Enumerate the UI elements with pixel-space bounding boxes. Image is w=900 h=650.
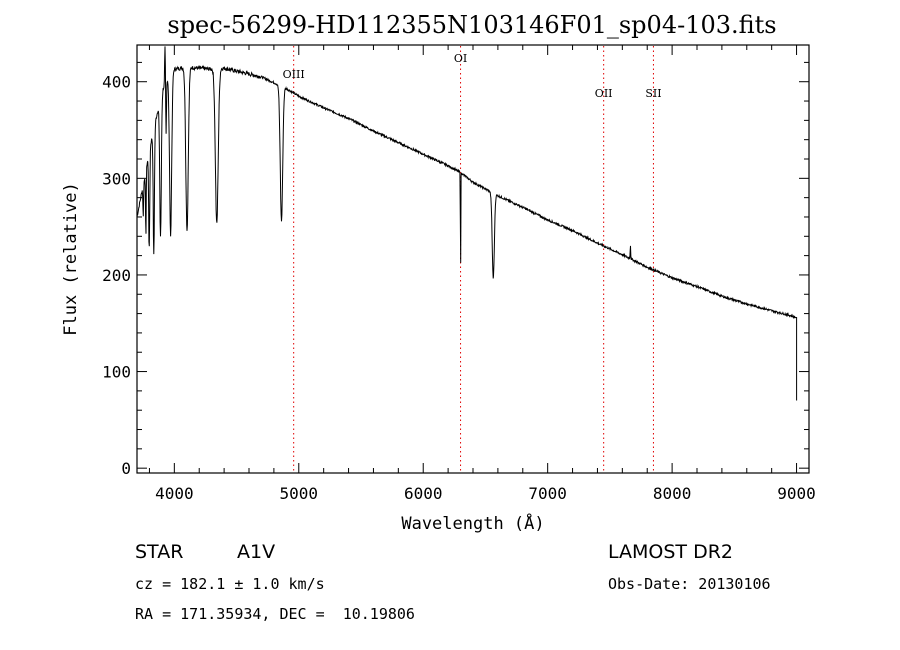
x-tick-label: 6000 (404, 484, 443, 503)
reference-label-sii: SII (645, 87, 661, 100)
y-tick-label: 200 (102, 266, 131, 285)
obs-date: Obs-Date: 20130106 (608, 575, 771, 593)
subclass: A1V (237, 541, 276, 563)
reference-label-oii: OII (595, 87, 613, 100)
y-tick-label: 100 (102, 363, 131, 382)
reference-lines: OIII OI OII SII (283, 46, 662, 472)
x-tick-label: 7000 (528, 484, 567, 503)
y-tick-label: 300 (102, 169, 131, 188)
x-axis-label: Wavelength (Å) (401, 512, 544, 534)
redshift-readout: cz = 182.1 ± 1.0 km/s (135, 575, 325, 593)
y-tick-label: 0 (121, 459, 131, 478)
survey-name: LAMOST DR2 (608, 541, 733, 563)
reference-label-oi: OI (454, 52, 467, 65)
object-class: STAR (135, 541, 184, 563)
x-tick-label: 5000 (280, 484, 319, 503)
chart-title: spec-56299-HD112355N103146F01_sp04-103.f… (167, 11, 776, 39)
coordinates: RA = 171.35934, DEC = 10.19806 (135, 605, 415, 623)
plot-frame (136, 44, 810, 474)
spectrum-line (136, 46, 798, 401)
reference-label-oiii: OIII (283, 68, 305, 81)
x-tick-label: 8000 (653, 484, 692, 503)
x-tick-label: 9000 (777, 484, 816, 503)
x-tick-label: 4000 (155, 484, 194, 503)
y-tick-label: 400 (102, 73, 131, 92)
axis-ticks (137, 45, 809, 473)
tick-labels: 4000 5000 6000 7000 8000 9000 0 100 200 300 400 (102, 73, 816, 503)
y-axis-label: Flux (relative) (61, 182, 81, 336)
